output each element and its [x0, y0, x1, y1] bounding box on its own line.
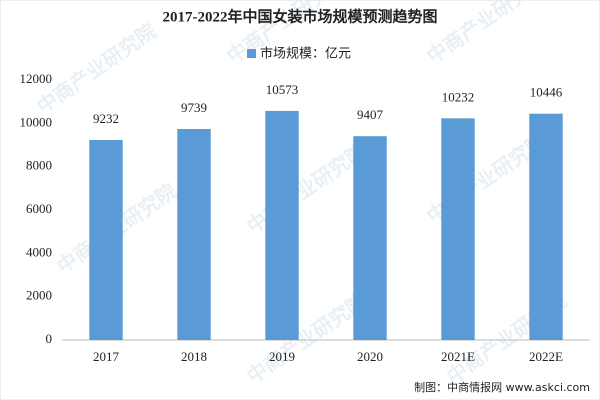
bar	[529, 113, 563, 340]
bar	[177, 128, 211, 340]
bar	[353, 136, 387, 340]
x-tick-label: 2018	[181, 349, 207, 364]
chart-title: 2017-2022年中国女装市场规模预测趋势图	[163, 7, 438, 25]
x-tick-label: 2022E	[529, 349, 563, 364]
y-tick-label: 8000	[26, 158, 52, 173]
y-tick-label: 4000	[26, 244, 52, 259]
y-tick-label: 12000	[20, 71, 53, 86]
x-tick-label: 2019	[269, 349, 295, 364]
legend-swatch	[247, 49, 256, 58]
value-label: 10573	[266, 82, 299, 97]
bar	[265, 110, 299, 340]
y-tick-label: 10000	[20, 114, 53, 129]
y-tick-label: 2000	[26, 288, 52, 303]
value-label: 9739	[181, 100, 207, 115]
source-note: 制图：中商情报网 www.askci.com	[414, 380, 590, 394]
legend-label: 市场规模：亿元	[260, 46, 351, 62]
value-label: 9232	[93, 111, 119, 126]
x-tick-label: 2017	[93, 349, 120, 364]
x-tick-label: 2021E	[441, 349, 475, 364]
y-tick-label: 6000	[26, 201, 52, 216]
value-label: 9407	[357, 107, 384, 122]
bar	[89, 139, 123, 340]
value-label: 10232	[442, 89, 475, 104]
y-tick-label: 0	[46, 331, 53, 346]
value-label: 10446	[530, 85, 563, 100]
x-tick-label: 2020	[357, 349, 383, 364]
bar	[441, 118, 475, 340]
